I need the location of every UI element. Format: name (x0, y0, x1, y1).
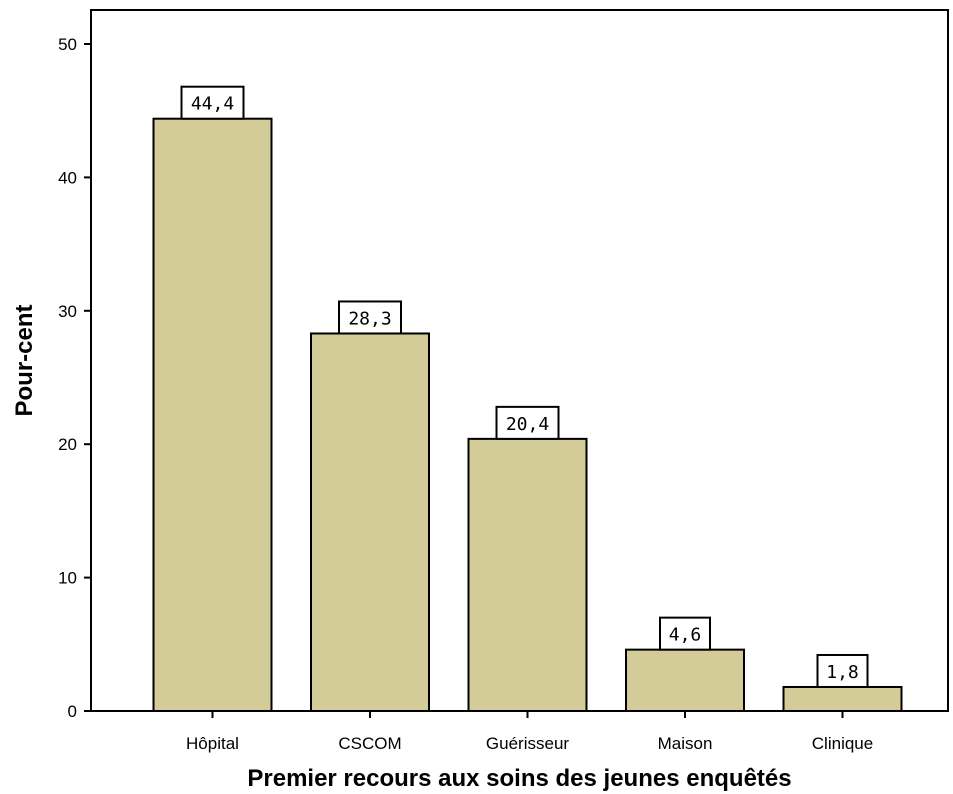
x-tick-label: Guérisseur (486, 734, 569, 753)
bar (625, 648, 745, 712)
data-label: 44,4 (191, 94, 234, 115)
x-axis-title: Premier recours aux soins des jeunes enq… (247, 765, 791, 792)
data-labels-group: 44,4 28,3 20,4 4,6 1,8 (180, 85, 869, 688)
bar (782, 685, 903, 712)
bar (310, 332, 430, 712)
x-tick-label: Maison (658, 734, 713, 753)
data-label: 20,4 (506, 414, 549, 435)
y-tick-label: 50 (58, 35, 77, 54)
x-axis: Hôpital CSCOM Guérisseur Maison Clinique (186, 711, 873, 753)
x-tick-label: Clinique (812, 734, 873, 753)
data-label: 4,6 (669, 625, 702, 646)
x-tick-label: Hôpital (186, 734, 239, 753)
data-label-box (816, 653, 869, 688)
bar (467, 437, 588, 712)
y-tick-label: 10 (58, 569, 77, 588)
data-label-box (180, 85, 245, 120)
y-tick-label: 30 (58, 302, 77, 321)
data-label-box (495, 405, 560, 440)
x-tick-label: CSCOM (338, 734, 401, 753)
bar (152, 117, 273, 713)
y-tick-label: 20 (58, 435, 77, 454)
data-label: 28,3 (348, 308, 391, 329)
data-label-box (659, 616, 711, 651)
y-tick-label: 0 (68, 702, 77, 721)
y-axis: 0 10 20 30 40 50 (58, 35, 91, 721)
data-label-box (338, 300, 402, 335)
y-axis-title: Pour-cent (11, 304, 38, 416)
data-label: 1,8 (826, 662, 859, 683)
y-tick-label: 40 (58, 168, 77, 187)
